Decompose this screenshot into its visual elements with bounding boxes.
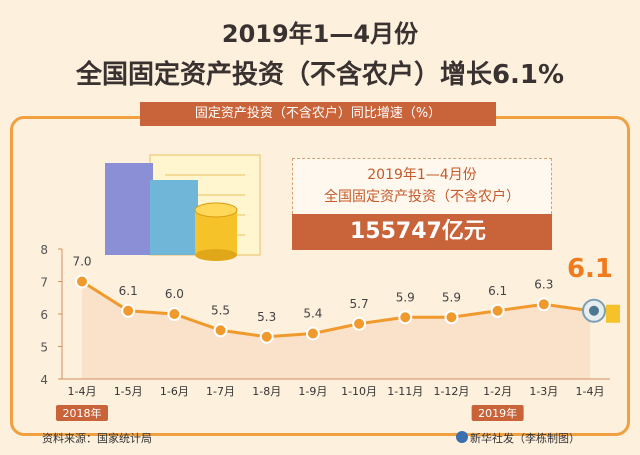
y-tick-label: 8 <box>40 243 48 257</box>
target-icon <box>582 298 620 323</box>
x-tick-label: 1-11月 <box>387 385 423 398</box>
data-label: 7.0 <box>72 255 91 269</box>
x-tick-label: 1-5月 <box>114 385 143 398</box>
data-label: 5.5 <box>211 303 230 317</box>
y-tick-label: 5 <box>40 341 48 355</box>
year-tag-box <box>471 405 524 421</box>
year-tag-box <box>56 405 108 421</box>
data-point <box>213 323 228 338</box>
x-tick-label: 1-6月 <box>160 385 189 398</box>
info-value: 155747亿元 <box>292 214 552 250</box>
x-tick-label: 1-4月 <box>68 385 97 398</box>
total-investment-box: 2019年1—4月份 全国固定资产投资（不含农户） 155747亿元 <box>292 158 552 250</box>
data-label: 5.7 <box>350 297 369 311</box>
data-label: 5.4 <box>303 307 322 321</box>
data-point <box>305 326 320 341</box>
series-line <box>81 280 591 339</box>
x-tick-label: 1-12月 <box>433 385 469 398</box>
coin-stack-icon <box>606 304 620 323</box>
xinhua-logo-icon <box>456 431 468 443</box>
info-panel <box>292 158 552 214</box>
data-point <box>259 329 274 344</box>
year-tag-label: 2019年 <box>478 406 517 420</box>
title-line2: 全国固定资产投资（不含农户）增长6.1% <box>75 60 565 90</box>
area-fill <box>82 281 590 379</box>
data-label: 5.9 <box>442 290 461 304</box>
data-point <box>398 310 413 325</box>
year-tag-label: 2018年 <box>63 406 102 420</box>
data-point <box>536 297 551 312</box>
data-point <box>490 303 505 318</box>
data-point <box>121 303 136 318</box>
data-point <box>444 310 459 325</box>
coin-stack-illustration <box>194 202 238 261</box>
data-label: 5.9 <box>396 290 415 304</box>
data-label: 6.0 <box>165 287 184 301</box>
x-tick-label: 1-9月 <box>298 385 327 398</box>
y-tick-label: 6 <box>40 308 48 322</box>
x-tick-label: 1-3月 <box>529 385 558 398</box>
x-tick-label: 1-10月 <box>341 385 377 398</box>
building-illustration <box>105 163 153 255</box>
y-tick-label: 4 <box>40 373 48 387</box>
data-label: 6.3 <box>534 277 553 291</box>
data-label: 6.1 <box>567 254 613 284</box>
target-center <box>589 305 599 316</box>
data-label: 5.3 <box>257 310 276 324</box>
year-tag: 2019年 <box>471 405 524 421</box>
data-point <box>352 316 367 331</box>
x-tick-label: 1-7月 <box>206 385 235 398</box>
x-tick-label: 1-2月 <box>483 385 512 398</box>
data-point <box>167 307 182 321</box>
y-tick-label: 7 <box>40 276 48 290</box>
x-tick-label: 1-8月 <box>252 385 281 398</box>
info-period: 2019年1—4月份 <box>367 167 477 183</box>
data-label: 6.1 <box>488 284 507 298</box>
data-source: 资料来源：国家统计局 <box>42 432 152 445</box>
data-point <box>75 274 89 289</box>
year-tag: 2018年 <box>56 405 108 421</box>
info-subject: 全国固定资产投资（不含农户） <box>324 189 520 205</box>
chart-banner: 固定资产投资（不含农户）同比增速（%） <box>140 102 496 126</box>
x-tick-label: 1-4月 <box>576 385 605 398</box>
title-line1: 2019年1—4月份 <box>221 20 419 48</box>
building-illustration <box>150 180 198 255</box>
data-label: 6.1 <box>119 284 138 298</box>
credit-line: 新华社发（李栋制图） <box>470 432 580 445</box>
